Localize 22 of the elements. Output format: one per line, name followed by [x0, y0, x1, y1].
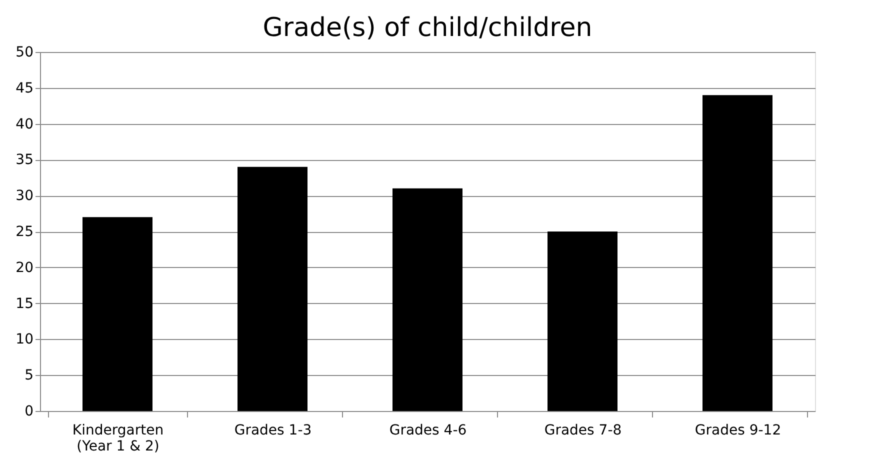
x-tick-label: Grades 7-8 [544, 422, 622, 438]
bar [238, 166, 308, 411]
chart-title: Grade(s) of child/children [262, 13, 592, 43]
y-tick-label: 15 [16, 296, 34, 312]
bar [548, 232, 618, 411]
y-tick-label: 0 [24, 404, 34, 420]
y-tick-label: 5 [24, 368, 34, 384]
bar [702, 95, 772, 411]
y-tick-label: 50 [16, 44, 34, 60]
y-tick-label: 30 [16, 188, 34, 204]
x-tick-label: Kindergarten (Year 1 & 2) [72, 422, 164, 454]
x-tick-label: Grades 4-6 [389, 422, 467, 438]
y-tick-label: 10 [16, 332, 34, 348]
bar [82, 217, 152, 411]
y-tick-label: 45 [16, 80, 34, 96]
y-tick-label: 25 [16, 224, 34, 240]
y-tick-label: 20 [16, 260, 34, 276]
x-tick-label: Grades 1-3 [234, 422, 312, 438]
y-tick-label: 35 [16, 152, 34, 168]
bar [392, 188, 462, 411]
x-tick-label: Grades 9-12 [694, 422, 782, 438]
y-tick-label: 40 [16, 116, 34, 132]
